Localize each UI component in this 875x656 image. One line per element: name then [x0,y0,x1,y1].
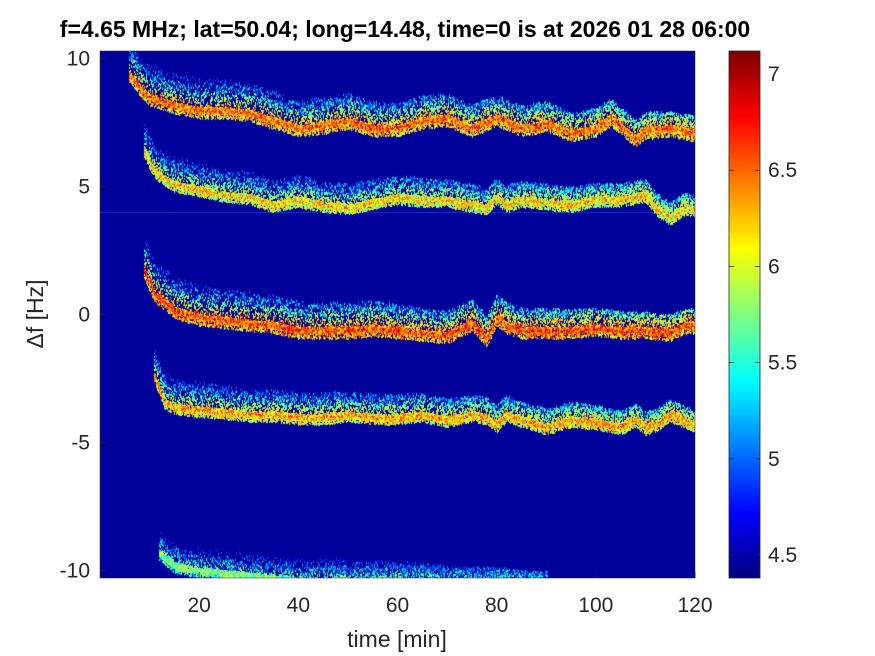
colorbar-ticks: 7 6.5 6 5.5 5 4.5 [729,63,797,567]
y-tick-label: 0 [78,304,90,327]
x-tick-label: 60 [386,594,409,617]
colorbar: 7 6.5 6 5.5 5 4.5 [728,50,797,579]
y-axis-label: Δf [Hz] [22,279,48,348]
colorbar-gradient [729,51,760,578]
x-axis-label: time [min] [347,626,447,652]
y-tick-label: -5 [71,431,90,454]
heatmap-canvas [100,51,695,578]
plot-area [99,50,696,579]
y-tick-label: -10 [60,559,90,582]
colorbar-tick-label: 7 [768,63,780,86]
colorbar-tick-label: 6.5 [768,159,797,182]
chart-title: f=4.65 MHz; lat=50.04; long=14.48, time=… [60,16,750,42]
x-tick-label: 120 [677,594,712,617]
colorbar-tick-label: 4.5 [768,544,797,567]
y-axis: 10 5 0 -5 -10 [60,48,106,582]
colorbar-tick-label: 5 [768,448,780,471]
x-axis: 20 40 60 80 100 120 [187,572,713,617]
x-tick-label: 20 [187,594,210,617]
x-tick-label: 80 [485,594,508,617]
colorbar-tick-label: 5.5 [768,352,797,375]
x-tick-label: 100 [578,594,613,617]
colorbar-tick-label: 6 [768,255,780,278]
colorbar-frame [728,50,761,579]
y-tick-label: 5 [78,176,90,199]
x-tick-label: 40 [287,594,310,617]
y-tick-label: 10 [67,48,90,71]
